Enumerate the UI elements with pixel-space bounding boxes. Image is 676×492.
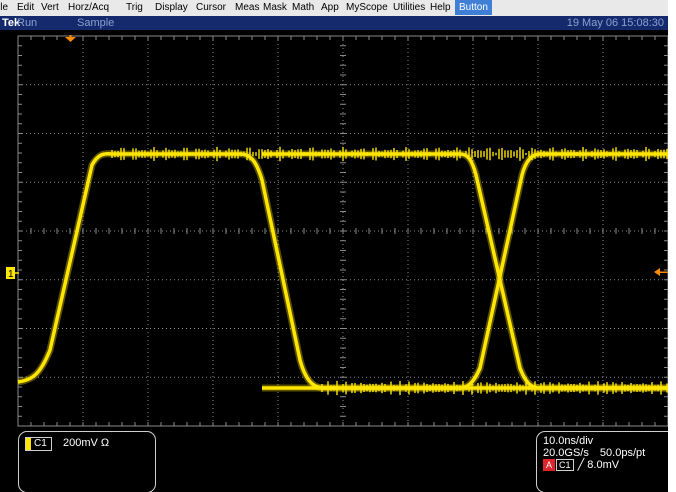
- trigger-tag-a: A: [543, 459, 556, 471]
- menu-file[interactable]: ile: [0, 2, 9, 13]
- trigger-tag-channel: C1: [556, 459, 574, 471]
- date-time: 19 May 06 15:08:30: [566, 17, 664, 29]
- time-per-div: 10.0ns/div: [543, 435, 594, 447]
- menu-meas[interactable]: Meas: [235, 2, 260, 13]
- trigger-level-icon[interactable]: [654, 268, 668, 276]
- timebase-readout[interactable]: 10.0ns/div 20.0GS/s 50.0ps/pt A C1 ╱ 8.0m…: [536, 431, 668, 492]
- menu-vert[interactable]: Vert: [41, 2, 59, 13]
- menu-cursor[interactable]: Cursor: [196, 2, 227, 13]
- channel-1-marker[interactable]: 1: [6, 267, 19, 280]
- trigger-readout: A C1 ╱ 8.0mV: [543, 459, 619, 471]
- menu-math[interactable]: Math: [292, 2, 315, 13]
- menu-help[interactable]: Help: [430, 2, 451, 13]
- trigger-level: 8.0mV: [587, 459, 620, 471]
- status-bar: Tek Run Sample 19 May 06 15:08:30: [0, 16, 668, 30]
- channel-scale: 200mV Ω: [63, 437, 110, 449]
- sample-rate-line: 20.0GS/s 50.0ps/pt: [543, 447, 645, 459]
- menu-mask[interactable]: Mask: [263, 2, 287, 13]
- channel-tag: C1: [25, 437, 52, 451]
- graticule: [17, 35, 668, 427]
- menu-utilities[interactable]: Utilities: [393, 2, 426, 13]
- record-resolution: 50.0ps/pt: [599, 447, 646, 459]
- run-state: Run: [17, 17, 38, 29]
- menu-edit[interactable]: Edit: [17, 2, 35, 13]
- menu-horz-acq[interactable]: Horz/Acq: [68, 2, 110, 13]
- channel-readout[interactable]: C1 200mV Ω: [18, 431, 156, 492]
- sample-rate: 20.0GS/s: [543, 447, 589, 459]
- acquisition-mode: Sample: [77, 17, 115, 29]
- waveform-trace: [17, 146, 668, 396]
- menu-app[interactable]: App: [321, 2, 339, 13]
- brand-logo: Tek: [2, 17, 21, 29]
- menu-button[interactable]: Button: [455, 0, 492, 15]
- menu-display[interactable]: Display: [155, 2, 188, 13]
- rising-edge-icon: ╱: [577, 459, 585, 471]
- menu-trig[interactable]: Trig: [126, 2, 143, 13]
- menu-myscope[interactable]: MyScope: [346, 2, 388, 13]
- waveform-display: 1: [6, 35, 668, 427]
- trigger-position-icon[interactable]: [65, 35, 76, 42]
- channel-marker-label: 1: [8, 269, 14, 280]
- menu-bar: ile Edit Vert Horz/Acq Trig Display Curs…: [0, 0, 668, 17]
